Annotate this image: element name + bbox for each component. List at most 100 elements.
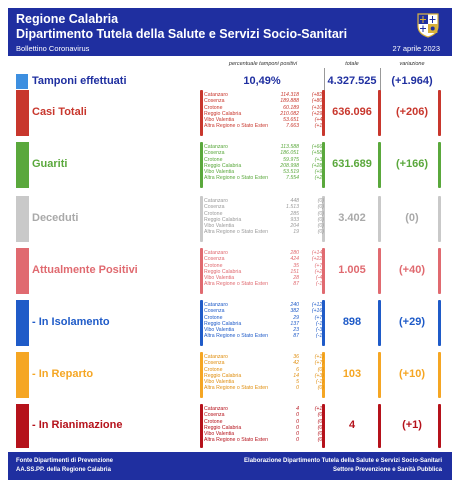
province-name: Catanzaro	[204, 144, 228, 150]
province-row: Catanzaro 280 (+14)	[204, 250, 324, 256]
province-row: Reggio Calabria 14 (+3)	[204, 373, 324, 379]
province-delta: (+7)	[314, 314, 324, 321]
province-name: Vibo Valentia	[204, 327, 235, 334]
province-delta: (+16)	[311, 308, 324, 315]
province-value: 36	[293, 354, 299, 360]
province-value: 87	[293, 281, 299, 288]
section-bracket	[378, 248, 381, 294]
province-name: Cosenza	[204, 412, 225, 419]
province-value: 0	[296, 424, 299, 431]
province-name: Altra Regione o Stato Estero	[204, 123, 268, 130]
section-variation: (+10)	[399, 368, 425, 380]
section-row: Guariti Catanzaro 113.588 (+66) Cosenza 186.0…	[8, 140, 452, 190]
footer-banner: Fonte Dipartimenti di Prevenzione AA.SS.…	[8, 452, 452, 480]
province-name: Cosenza	[204, 204, 225, 211]
province-value: 29	[293, 314, 299, 321]
province-delta: (+7)	[314, 360, 324, 367]
province-value: 0	[296, 385, 299, 392]
section-total: 1.005	[338, 264, 366, 276]
province-delta: (+9)	[314, 169, 324, 176]
province-value: 42	[293, 360, 299, 367]
province-delta: (0)	[317, 204, 324, 211]
section-total: 898	[342, 316, 362, 328]
province-value: 210.082	[280, 110, 299, 117]
province-row: Crotone 59.975 (+3)	[204, 157, 324, 163]
province-name: Altra Regione o Stato Estero	[204, 229, 268, 236]
province-value: 382	[290, 308, 299, 315]
province-delta: (+4)	[314, 117, 324, 124]
province-breakdown: Catanzaro 280 (+14) Cosenza 424 (+22) Crotone 3…	[204, 250, 324, 288]
section-color-bar	[16, 352, 29, 398]
section-label: Guariti	[32, 158, 68, 170]
province-value: 285	[290, 210, 299, 217]
province-value: 59.975	[283, 156, 299, 163]
province-name: Reggio Calabria	[204, 372, 242, 379]
province-value: 240	[290, 302, 299, 308]
province-value: 53.519	[283, 169, 299, 176]
province-delta: (0)	[317, 198, 324, 204]
province-value: 87	[293, 333, 299, 340]
province-delta: (0)	[317, 385, 324, 392]
province-row: Vibo Valentia 5 (-1)	[204, 379, 324, 385]
province-value: 137	[290, 320, 299, 327]
province-row: Altra Regione o Stato Estero 0 (0)	[204, 385, 324, 391]
province-row: Catanzaro 113.588 (+66)	[204, 144, 324, 150]
province-breakdown: Catanzaro 36 (+1) Cosenza 42 (+7) Crotone 6 (0) R…	[204, 354, 324, 392]
section-total: 636.096	[332, 106, 372, 118]
province-delta: (0)	[317, 437, 324, 444]
divider	[324, 68, 325, 92]
province-value: 5	[296, 379, 299, 386]
province-name: Crotone	[204, 262, 223, 269]
province-delta: (0)	[317, 424, 324, 431]
bulletin-label: Bollettino Coronavirus	[16, 44, 90, 53]
province-delta: (0)	[317, 210, 324, 217]
section-row: - In Isolamento Catanzaro 240 (+12) Cosenza 3…	[8, 298, 452, 348]
province-value: 0	[296, 418, 299, 425]
province-row: Crotone 29 (+7)	[204, 315, 324, 321]
province-value: 28	[293, 275, 299, 282]
province-name: Reggio Calabria	[204, 424, 242, 431]
province-value: 35	[293, 262, 299, 269]
section-bracket	[378, 196, 381, 242]
province-value: 0	[296, 412, 299, 419]
section-variation: (+40)	[399, 264, 425, 276]
province-name: Reggio Calabria	[204, 162, 242, 169]
province-delta: (+3)	[314, 372, 324, 379]
province-name: Crotone	[204, 156, 223, 163]
province-row: Vibo Valentia 204 (0)	[204, 223, 324, 229]
section-total: 631.689	[332, 158, 372, 170]
province-delta: (0)	[317, 366, 324, 373]
province-value: 204	[290, 223, 299, 230]
province-row: Reggio Calabria 210.082 (+29)	[204, 111, 324, 117]
province-name: Crotone	[204, 418, 223, 425]
province-delta: (-1)	[315, 281, 324, 288]
province-row: Reggio Calabria 0 (0)	[204, 425, 324, 431]
province-row: Crotone 60.189 (+10)	[204, 105, 324, 111]
section-variation: (+1)	[402, 419, 422, 431]
header-banner: Regione Calabria Dipartimento Tutela del…	[8, 8, 452, 56]
section-bracket	[200, 352, 203, 398]
province-row: Reggio Calabria 137 (-1)	[204, 321, 324, 327]
section-bracket	[378, 90, 381, 136]
province-row: Catanzaro 4 (+1)	[204, 406, 324, 412]
section-bracket	[438, 196, 441, 242]
section-label: Deceduti	[32, 212, 79, 224]
section-bracket	[378, 142, 381, 188]
province-row: Crotone 35 (+7)	[204, 263, 324, 269]
province-delta: (0)	[317, 216, 324, 223]
section-bracket	[322, 404, 325, 448]
tamponi-variation: (+1.964)	[391, 75, 433, 87]
section-label: - In Reparto	[32, 368, 94, 380]
province-delta: (+66)	[311, 144, 324, 150]
col-header-perc: percentuale tamponi positivi	[228, 61, 298, 67]
col-header-variation: variazione	[399, 61, 425, 67]
footer-elaboration: Elaborazione Dipartimento Tutela della S…	[244, 458, 442, 464]
province-delta: (+1)	[314, 123, 324, 130]
province-delta: (+28)	[311, 162, 324, 169]
section-bracket	[438, 352, 441, 398]
province-row: Cosenza 1.513 (0)	[204, 204, 324, 210]
province-row: Vibo Valentia 0 (0)	[204, 431, 324, 437]
section-row: Attualmente Positivi Catanzaro 280 (+14) Cos…	[8, 246, 452, 296]
province-name: Reggio Calabria	[204, 216, 242, 223]
province-row: Cosenza 186.051 (+58)	[204, 150, 324, 156]
